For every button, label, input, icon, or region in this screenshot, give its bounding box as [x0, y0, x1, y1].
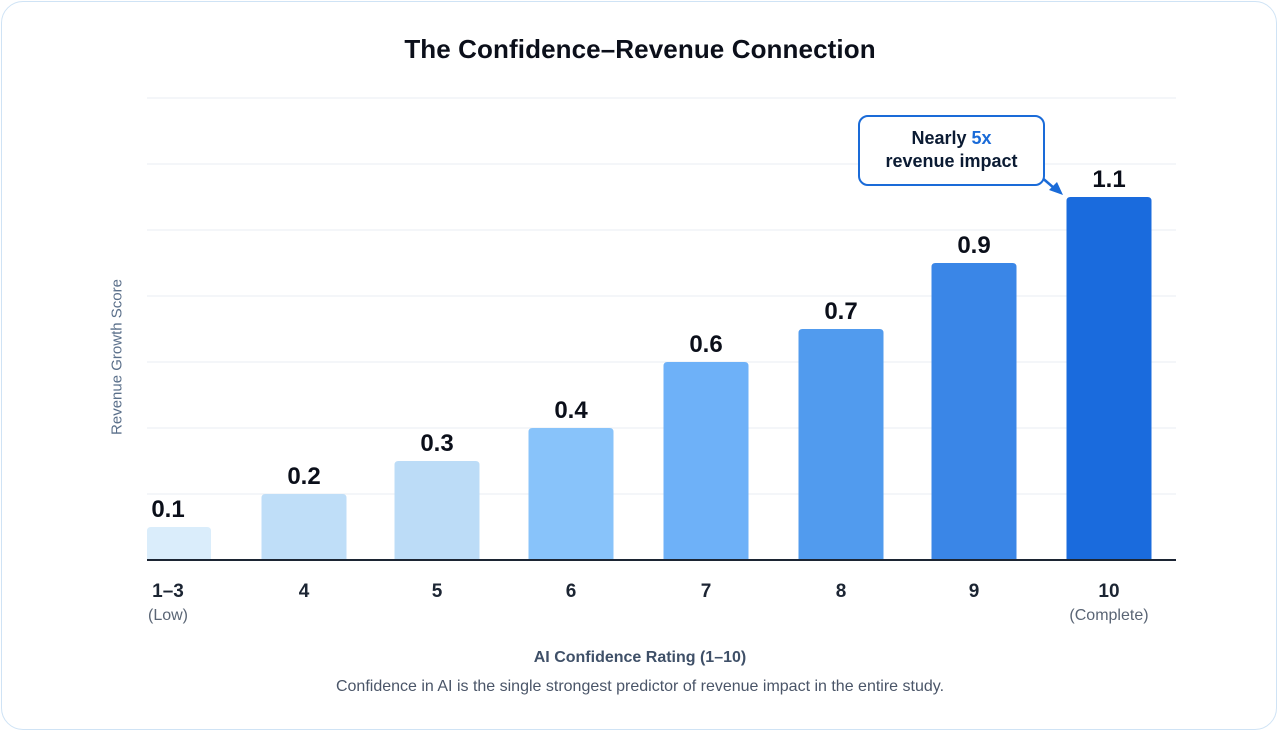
data-label: 0.3 — [420, 430, 453, 457]
x-tick-sublabel: (Low) — [148, 607, 188, 624]
x-tick-label: 7 — [701, 581, 712, 602]
bar-6 — [798, 329, 884, 560]
annotation-line-2: revenue impact — [885, 151, 1018, 171]
annotation-callout: Nearly 5x revenue impact — [858, 115, 1045, 186]
data-label: 0.4 — [554, 397, 588, 424]
x-axis-title: AI Confidence Rating (1–10) — [533, 649, 747, 666]
data-label: 0.1 — [151, 496, 184, 523]
annotation-arrow-head — [1049, 182, 1063, 195]
x-tick-sublabel: (Complete) — [1069, 607, 1148, 624]
y-axis-title: Revenue Growth Score — [108, 279, 126, 435]
x-tick-label: 8 — [836, 581, 847, 602]
data-label: 0.7 — [824, 298, 857, 325]
bar-7 — [931, 263, 1017, 560]
x-tick-label: 1–3 — [152, 581, 184, 602]
bar-3 — [394, 461, 480, 560]
x-tick-label: 6 — [566, 581, 577, 602]
data-label: 0.2 — [287, 463, 320, 490]
annotation-line-1: Nearly 5x — [860, 127, 1043, 150]
chart-title: The Confidence–Revenue Connection — [404, 34, 876, 64]
footnote: Confidence in AI is the single strongest… — [335, 678, 945, 695]
x-tick-label: 4 — [299, 581, 310, 602]
annotation-prefix: Nearly — [911, 128, 972, 148]
data-label: 0.9 — [957, 232, 990, 259]
bar-4 — [528, 428, 614, 560]
x-tick-label: 10 — [1098, 581, 1119, 602]
data-label: 0.6 — [689, 331, 722, 358]
data-label: 1.1 — [1092, 166, 1125, 193]
annotation-highlight: 5x — [971, 128, 992, 148]
x-tick-label: 9 — [969, 581, 980, 602]
bar-5 — [663, 362, 749, 560]
bar-1 — [147, 527, 211, 560]
bar-2 — [261, 494, 347, 560]
x-tick-label: 5 — [432, 581, 443, 602]
bar-8 — [1066, 197, 1152, 560]
